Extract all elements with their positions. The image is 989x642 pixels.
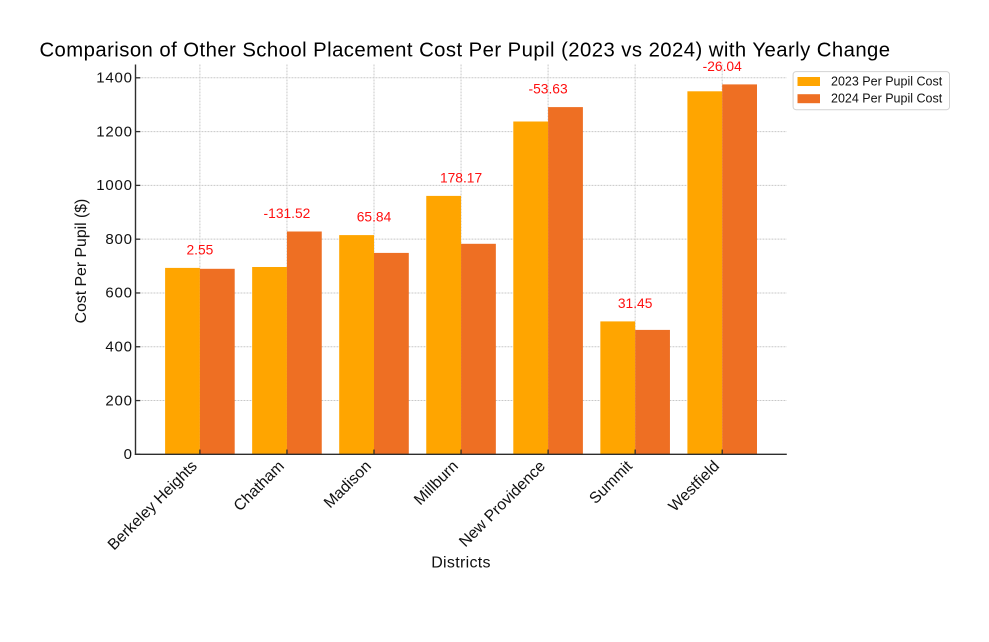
svg-text:1400: 1400 bbox=[96, 70, 133, 87]
svg-text:0: 0 bbox=[124, 446, 133, 463]
svg-text:178.17: 178.17 bbox=[440, 170, 482, 185]
svg-text:Districts: Districts bbox=[431, 554, 491, 571]
svg-text:2023 Per Pupil Cost: 2023 Per Pupil Cost bbox=[831, 74, 943, 88]
svg-text:2024 Per Pupil Cost: 2024 Per Pupil Cost bbox=[831, 91, 943, 105]
svg-text:-53.63: -53.63 bbox=[529, 82, 568, 97]
svg-text:200: 200 bbox=[105, 392, 132, 409]
svg-text:Comparison of Other School Pla: Comparison of Other School Placement Cos… bbox=[39, 40, 890, 62]
svg-text:400: 400 bbox=[105, 338, 132, 355]
svg-text:65.84: 65.84 bbox=[357, 210, 392, 225]
svg-text:Cost Per Pupil ($): Cost Per Pupil ($) bbox=[73, 199, 90, 324]
svg-text:-131.52: -131.52 bbox=[264, 206, 311, 221]
svg-text:-26.04: -26.04 bbox=[703, 59, 742, 74]
svg-text:800: 800 bbox=[105, 231, 132, 248]
svg-text:31.45: 31.45 bbox=[618, 296, 653, 311]
svg-text:1000: 1000 bbox=[96, 177, 133, 194]
svg-text:600: 600 bbox=[105, 285, 132, 302]
svg-text:2.55: 2.55 bbox=[186, 242, 213, 257]
svg-text:1200: 1200 bbox=[96, 123, 133, 140]
